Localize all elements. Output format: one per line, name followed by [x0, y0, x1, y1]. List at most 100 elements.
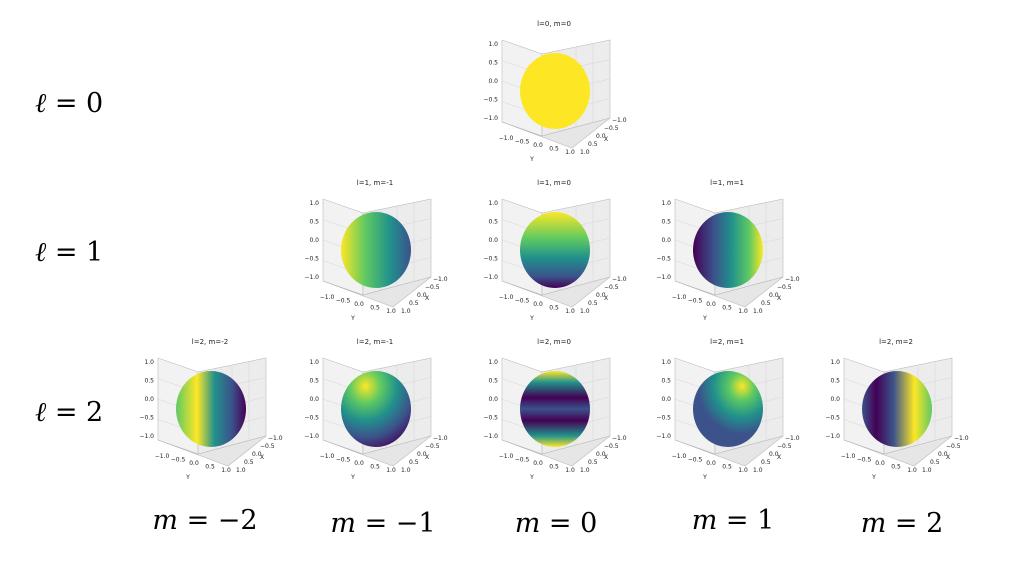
y-tick-label: 0.5	[549, 146, 559, 153]
y-tick-label: −1.0	[155, 453, 170, 460]
y-tick-label: 0.5	[549, 464, 559, 471]
x-tick-label: −1.0	[785, 276, 800, 283]
y-tick-label: 1.0	[738, 467, 748, 474]
y-tick-label: 0.0	[533, 301, 543, 308]
y-tick-label: 0.5	[722, 305, 732, 312]
sphere-plot: l=1, m=-11.00.50.0−0.5−1.0−1.0 −0.5 0.0 0.5…	[304, 179, 447, 322]
z-tick-label: 0.0	[309, 237, 319, 244]
x-tick-label: 1.0	[580, 308, 590, 315]
floor-pane	[674, 276, 784, 308]
col-label-symbol: m	[330, 508, 357, 539]
y-tick-label: 0.5	[722, 464, 732, 471]
sphere-surface	[341, 371, 411, 447]
floor-pane	[674, 435, 784, 467]
z-tick-label: −0.5	[656, 415, 671, 422]
y-tick-label: −1.0	[841, 453, 856, 460]
floor-pane	[322, 276, 432, 308]
y-tick-label: 0.5	[205, 464, 215, 471]
z-tick-label: −1.0	[483, 274, 498, 281]
z-tick-label: 0.5	[661, 219, 671, 226]
row-label-symbol: ℓ	[35, 237, 47, 268]
y-axis-name: Y	[529, 156, 534, 163]
x-tick-label: −1.0	[954, 435, 969, 442]
z-tick-label: 1.0	[309, 200, 319, 207]
panel-l1m-1: l=1, m=-1 1.0 0.5 0.0 −0.5 −1.0 −1.0 −0.5 0.0 0.5…	[304, 177, 447, 327]
col-label-symbol: m	[691, 505, 718, 536]
y-axis-name: Y	[871, 474, 876, 481]
y-axis-name: Y	[529, 474, 534, 481]
row-label-l2: ℓ = 2	[35, 397, 103, 428]
sphere-plot: l=2, m=-11.00.50.0−0.5−1.0−1.0 −0.5 0.0 0.5…	[304, 338, 447, 481]
y-tick-label: 0.5	[549, 305, 559, 312]
row-label-symbol: ℓ	[35, 88, 47, 119]
y-tick-label: 1.0	[738, 308, 748, 315]
z-tick-label: 0.0	[309, 396, 319, 403]
z-tick-label: 0.5	[488, 60, 498, 67]
panel-l2m0: l=2, m=0 1.0 0.5 0.0 −0.5 −1.0 −1.0 −0.5 0.0 0.5 1…	[483, 336, 626, 486]
y-axis-name: Y	[185, 474, 190, 481]
z-tick-label: −1.0	[656, 274, 671, 281]
x-tick-label: 0.0	[769, 292, 779, 299]
panel-title: l=2, m=-2	[192, 338, 228, 346]
row-label-value: = 1	[46, 237, 104, 268]
sphere-surface	[176, 371, 246, 447]
y-tick-label: −0.5	[515, 457, 530, 464]
z-tick-label: 0.0	[488, 396, 498, 403]
z-tick-label: 1.0	[661, 200, 671, 207]
y-tick-label: 0.0	[706, 301, 716, 308]
row-label-l1: ℓ = 1	[35, 237, 103, 268]
z-tick-label: 1.0	[488, 200, 498, 207]
z-tick-label: −0.5	[139, 415, 154, 422]
sphere-plot: l=2, m=11.00.50.0−0.5−1.0−1.0 −0.5 0.0 0.5 1…	[656, 338, 800, 481]
panel-l2m-1: l=2, m=-1 1.0 0.5 0.0 −0.5 −1.0 −1.0 −0.5 0.0 0.5…	[304, 336, 447, 486]
z-tick-label: 1.0	[661, 359, 671, 366]
x-tick-label: 1.0	[753, 467, 763, 474]
panel-title: l=2, m=-1	[357, 338, 393, 346]
x-tick-label: 0.0	[417, 451, 427, 458]
x-axis-name: X	[604, 136, 608, 143]
x-axis-name: X	[425, 295, 429, 302]
z-tick-label: 0.5	[309, 378, 319, 385]
x-tick-label: −0.5	[260, 443, 275, 450]
y-tick-label: −0.5	[857, 457, 872, 464]
x-tick-label: 1.0	[401, 308, 411, 315]
x-tick-label: 0.5	[409, 300, 419, 307]
z-tick-label: 0.5	[309, 219, 319, 226]
z-tick-label: 0.5	[488, 219, 498, 226]
col-label-value: = 1	[717, 505, 775, 536]
x-tick-label: −0.5	[604, 125, 619, 132]
row-label-value: = 2	[46, 397, 104, 428]
z-tick-label: 0.0	[661, 237, 671, 244]
sphere-surface	[341, 212, 411, 288]
y-tick-label: 0.5	[370, 305, 380, 312]
panel-l1m0: l=1, m=0 1.0 0.5 0.0 −0.5 −1.0 −1.0 −0.5 0.0 0.5 1…	[483, 177, 626, 327]
x-tick-label: 0.0	[596, 451, 606, 458]
sphere-plot: l=0, m=01.00.50.0−0.5−1.0−1.0 −0.5 0.0 0.5 1…	[483, 20, 626, 163]
panel-title: l=1, m=1	[710, 179, 744, 187]
x-tick-label: −1.0	[785, 435, 800, 442]
sphere-plot: l=2, m=21.00.50.0−0.5−1.0−1.0 −0.5 0.0 0.5 1…	[825, 338, 969, 481]
y-tick-label: 1.0	[386, 308, 396, 315]
z-tick-label: −0.5	[483, 415, 498, 422]
y-axis-name: Y	[350, 315, 355, 322]
z-tick-label: 1.0	[144, 359, 154, 366]
y-tick-label: 0.5	[891, 464, 901, 471]
sphere-plot: l=2, m=01.00.50.0−0.5−1.0−1.0 −0.5 0.0 0.5 1…	[483, 338, 626, 481]
z-tick-label: −0.5	[656, 256, 671, 263]
x-axis-name: X	[777, 295, 781, 302]
y-tick-label: −1.0	[672, 453, 687, 460]
y-axis-name: Y	[529, 315, 534, 322]
x-tick-label: 0.5	[761, 300, 771, 307]
z-tick-label: −1.0	[139, 433, 154, 440]
row-label-symbol: ℓ	[35, 397, 47, 428]
y-tick-label: 0.0	[354, 460, 364, 467]
z-tick-label: −1.0	[304, 433, 319, 440]
x-axis-name: X	[604, 295, 608, 302]
floor-pane	[501, 276, 611, 308]
y-tick-label: −1.0	[320, 294, 335, 301]
panel-title: l=1, m=-1	[357, 179, 393, 187]
panel-title: l=0, m=0	[537, 20, 571, 28]
row-label-value: = 0	[46, 88, 104, 119]
col-label-value: = −2	[178, 505, 258, 536]
z-tick-label: −0.5	[483, 256, 498, 263]
